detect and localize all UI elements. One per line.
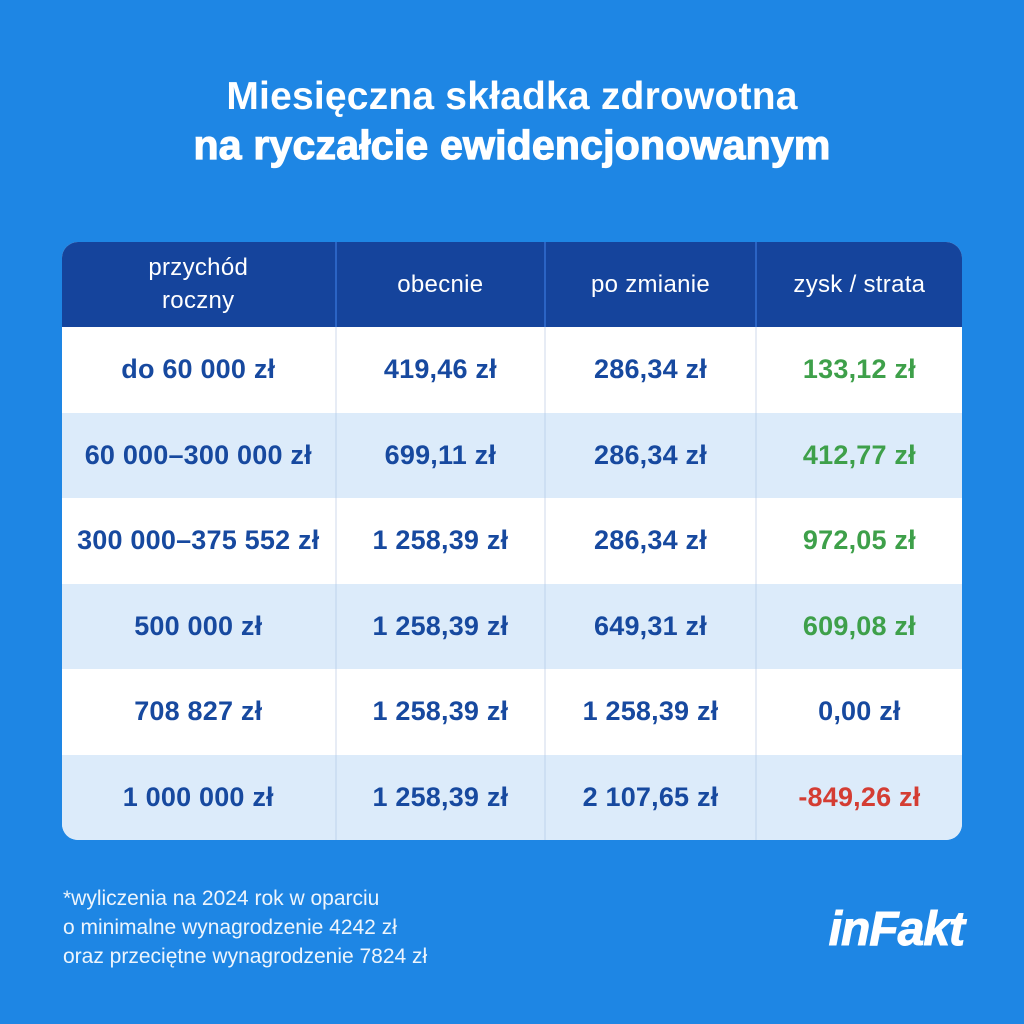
header-current: obecnie	[337, 242, 547, 327]
table-row: do 60 000 zł 419,46 zł 286,34 zł 133,12 zł	[62, 327, 962, 413]
title-line2: na ryczałcie ewidencjonowanym	[193, 121, 831, 168]
after-change-amount-cell: 286,34 zł	[546, 412, 757, 498]
after-change-amount-cell: 2 107,65 zł	[546, 754, 757, 840]
profit-loss-cell: 412,77 zł	[802, 439, 916, 470]
footnote-line3: oraz przeciętne wynagrodzenie 7824 zł	[63, 945, 428, 968]
after-change-amount-cell: 286,34 zł	[546, 498, 757, 584]
profit-loss-cell: -849,26 zł	[798, 781, 921, 812]
profit-loss-cell: 972,05 zł	[802, 525, 916, 556]
table-row: 300 000–375 552 zł 1 258,39 zł 286,34 zł 97…	[62, 498, 962, 584]
current-amount-cell: 1 258,39 zł	[337, 498, 547, 584]
table-row: 1 000 000 zł 1 258,39 zł 2 107,65 zł -849,2…	[62, 754, 962, 840]
annual-income-cell: 500 000 zł	[62, 583, 337, 669]
page-title: Miesięczna składka zdrowotna na ryczałci…	[0, 74, 1024, 170]
table-header-row: przychód roczny obecnie po zmianie zysk …	[62, 242, 962, 327]
table-row: 500 000 zł 1 258,39 zł 649,31 zł 609,08 zł	[62, 583, 962, 669]
profit-loss-cell: 609,08 zł	[802, 610, 916, 641]
profit-loss-cell: 133,12 zł	[802, 354, 916, 385]
health-contribution-table: przychód roczny obecnie po zmianie zysk …	[62, 242, 962, 840]
after-change-amount-cell: 649,31 zł	[546, 583, 757, 669]
current-amount-cell: 1 258,39 zł	[337, 669, 547, 755]
after-change-amount-cell: 286,34 zł	[546, 327, 757, 413]
infakt-logo: inFakt	[828, 903, 965, 957]
header-annual-income-label: przychód roczny	[148, 254, 249, 314]
table-row: 60 000–300 000 zł 699,11 zł 286,34 zł 412,7…	[62, 412, 962, 498]
header-annual-income: przychód roczny	[62, 242, 337, 327]
annual-income-cell: do 60 000 zł	[62, 327, 337, 413]
annual-income-cell: 300 000–375 552 zł	[62, 498, 337, 584]
after-change-amount-cell: 1 258,39 zł	[546, 669, 757, 755]
current-amount-cell: 419,46 zł	[337, 327, 547, 413]
annual-income-cell: 1 000 000 zł	[62, 754, 337, 840]
footnote-line2: o minimalne wynagrodzenie 4242 zł	[63, 916, 397, 939]
table-body: do 60 000 zł 419,46 zł 286,34 zł 133,12 zł 6…	[62, 327, 962, 840]
annual-income-cell: 60 000–300 000 zł	[62, 412, 337, 498]
title-line1: Miesięczna składka zdrowotna	[226, 75, 798, 118]
profit-loss-cell: 0,00 zł	[818, 696, 901, 727]
annual-income-cell: 708 827 zł	[62, 669, 337, 755]
current-amount-cell: 1 258,39 zł	[337, 583, 547, 669]
header-profit-loss: zysk / strata	[793, 270, 926, 298]
current-amount-cell: 699,11 zł	[337, 412, 547, 498]
header-after-change: po zmianie	[546, 242, 757, 327]
current-amount-cell: 1 258,39 zł	[337, 754, 547, 840]
footnote: *wyliczenia na 2024 rok w oparciu o mini…	[63, 884, 427, 971]
footnote-line1: *wyliczenia na 2024 rok w oparciu	[63, 887, 380, 910]
table-row: 708 827 zł 1 258,39 zł 1 258,39 zł 0,00 zł	[62, 669, 962, 755]
